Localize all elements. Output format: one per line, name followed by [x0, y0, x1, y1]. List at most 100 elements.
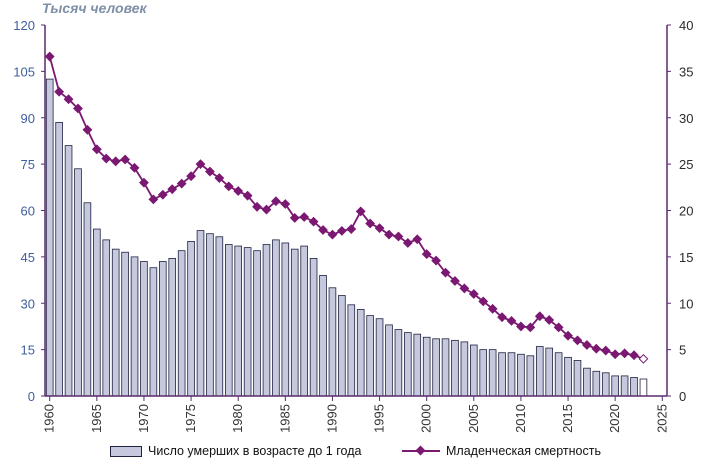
line-point-2014 [553, 322, 564, 333]
bar-2009 [507, 352, 516, 397]
y-right-tick-label: 5 [679, 343, 686, 358]
bars-series [45, 78, 648, 397]
line-point-2011 [525, 322, 536, 333]
bar-2011 [526, 355, 535, 397]
line-point-1982 [252, 201, 262, 212]
x-tick-label: 1975 [183, 404, 198, 433]
bar-2014 [554, 352, 563, 397]
line-point-2004 [459, 283, 470, 294]
line-point-2006 [478, 296, 489, 307]
bar-1973 [168, 258, 177, 397]
bar-1983 [262, 244, 271, 397]
line-point-1962 [63, 94, 74, 105]
y-left-tick-label: 75 [21, 157, 35, 172]
legend-line-swatch [402, 445, 440, 456]
bar-1965 [93, 228, 101, 397]
bar-1998 [404, 332, 412, 397]
line-point-1998 [402, 238, 413, 248]
line-point-1988 [308, 216, 319, 227]
bar-1961 [55, 121, 63, 397]
line-point-2022 [629, 350, 639, 361]
x-tick-label: 2015 [560, 404, 575, 433]
bar-2013 [545, 347, 553, 397]
line-point-1961 [54, 86, 65, 97]
x-tick-label: 2000 [419, 404, 434, 433]
line-point-1979 [223, 181, 234, 192]
bar-2012 [535, 346, 544, 397]
line-point-2002 [440, 267, 451, 278]
bar-2001 [432, 338, 440, 397]
line-series [44, 51, 649, 364]
bar-2004 [460, 341, 469, 397]
line-point-1994 [365, 218, 376, 229]
line-point-2015 [563, 330, 573, 341]
line-point-1992 [346, 224, 357, 234]
bar-1988 [309, 258, 318, 397]
x-tick-label: 2005 [466, 404, 481, 433]
line-point-2000 [421, 249, 432, 259]
line-point-1987 [299, 212, 310, 222]
bar-1987 [300, 245, 308, 397]
bar-1984 [272, 239, 280, 397]
bar-1972 [159, 261, 167, 397]
y-left-tick-label: 45 [21, 250, 35, 265]
line-point-1996 [384, 229, 394, 240]
bar-1977 [206, 233, 214, 397]
line-point-2016 [572, 335, 583, 346]
bar-1979 [224, 244, 233, 397]
bar-1960 [45, 78, 54, 397]
line-point-2020 [610, 349, 621, 360]
right-axis-ticks: 0 5 10 15 20 25 30 35 40 [667, 18, 693, 404]
bar-1994 [366, 315, 374, 397]
bar-2019 [601, 372, 610, 397]
line-point-1971 [148, 194, 159, 205]
bar-1995 [375, 318, 384, 397]
line-point-2023 [638, 353, 649, 364]
bar-2008 [498, 352, 506, 397]
legend-bar-swatch [110, 445, 142, 457]
y-left-tick-label: 90 [21, 111, 35, 126]
line-point-1968 [120, 154, 131, 165]
line-point-1990 [327, 229, 338, 240]
line-point-1965 [91, 144, 102, 155]
bar-1978 [215, 236, 224, 397]
line-point-2003 [450, 276, 460, 286]
bar-1967 [111, 248, 120, 397]
line-point-1970 [139, 177, 149, 188]
line-point-1993 [355, 206, 366, 217]
bar-1963 [74, 168, 82, 397]
bar-1980 [234, 245, 242, 397]
bar-2006 [479, 349, 488, 397]
bar-2016 [573, 360, 582, 397]
line-point-1989 [318, 225, 328, 235]
bar-2007 [488, 349, 497, 397]
legend-item-bars: Число умерших в возрасте до 1 года [110, 444, 361, 458]
bar-1985 [281, 242, 290, 397]
y-left-tick-label: 0 [28, 389, 35, 404]
line-point-2021 [619, 348, 630, 359]
y-right-tick-label: 0 [679, 389, 686, 404]
bar-1968 [121, 251, 129, 397]
bar-1982 [253, 250, 261, 397]
line-point-1974 [176, 178, 187, 189]
bar-2021 [620, 375, 629, 397]
bar-2003 [451, 339, 459, 397]
line-point-1981 [242, 190, 253, 201]
bar-1976 [196, 230, 205, 397]
bar-2000 [422, 336, 431, 397]
bar-1981 [243, 247, 252, 397]
x-tick-label: 2010 [513, 404, 528, 433]
line-point-1976 [195, 159, 206, 170]
line-point-2013 [544, 315, 555, 325]
x-tick-label: 1985 [277, 404, 292, 433]
unit-label: Тысяч человек [42, 0, 147, 16]
line-point-1975 [186, 171, 196, 182]
y-right-tick-label: 30 [679, 111, 693, 126]
x-tick-label: 2025 [654, 404, 669, 433]
y-left-tick-label: 105 [13, 64, 35, 79]
line-point-1960 [44, 51, 55, 62]
line-point-1977 [205, 166, 215, 177]
line-point-2010 [516, 321, 526, 332]
x-tick-label: 1990 [324, 404, 339, 433]
